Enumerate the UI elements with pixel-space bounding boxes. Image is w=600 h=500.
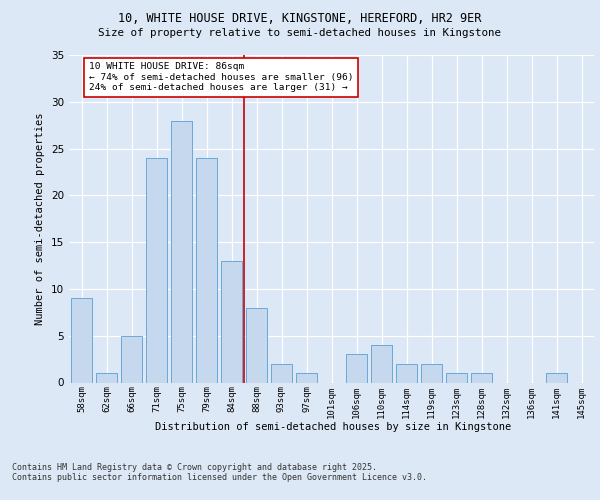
Text: Size of property relative to semi-detached houses in Kingstone: Size of property relative to semi-detach… [98, 28, 502, 38]
Y-axis label: Number of semi-detached properties: Number of semi-detached properties [35, 112, 46, 325]
Bar [196, 158, 217, 382]
Bar [546, 373, 567, 382]
Text: Contains HM Land Registry data © Crown copyright and database right 2025.
Contai: Contains HM Land Registry data © Crown c… [12, 462, 427, 482]
Bar [421, 364, 442, 382]
Bar [471, 373, 492, 382]
Bar [396, 364, 417, 382]
Bar [221, 261, 242, 382]
Bar [96, 373, 117, 382]
Text: Distribution of semi-detached houses by size in Kingstone: Distribution of semi-detached houses by … [155, 422, 511, 432]
Bar [171, 120, 192, 382]
Bar [71, 298, 92, 382]
Bar [446, 373, 467, 382]
Bar [271, 364, 292, 382]
Bar [121, 336, 142, 382]
Bar [246, 308, 267, 382]
Bar [296, 373, 317, 382]
Bar [346, 354, 367, 382]
Text: 10, WHITE HOUSE DRIVE, KINGSTONE, HEREFORD, HR2 9ER: 10, WHITE HOUSE DRIVE, KINGSTONE, HEREFO… [118, 12, 482, 26]
Text: 10 WHITE HOUSE DRIVE: 86sqm
← 74% of semi-detached houses are smaller (96)
24% o: 10 WHITE HOUSE DRIVE: 86sqm ← 74% of sem… [89, 62, 353, 92]
Bar [371, 345, 392, 383]
Bar [146, 158, 167, 382]
